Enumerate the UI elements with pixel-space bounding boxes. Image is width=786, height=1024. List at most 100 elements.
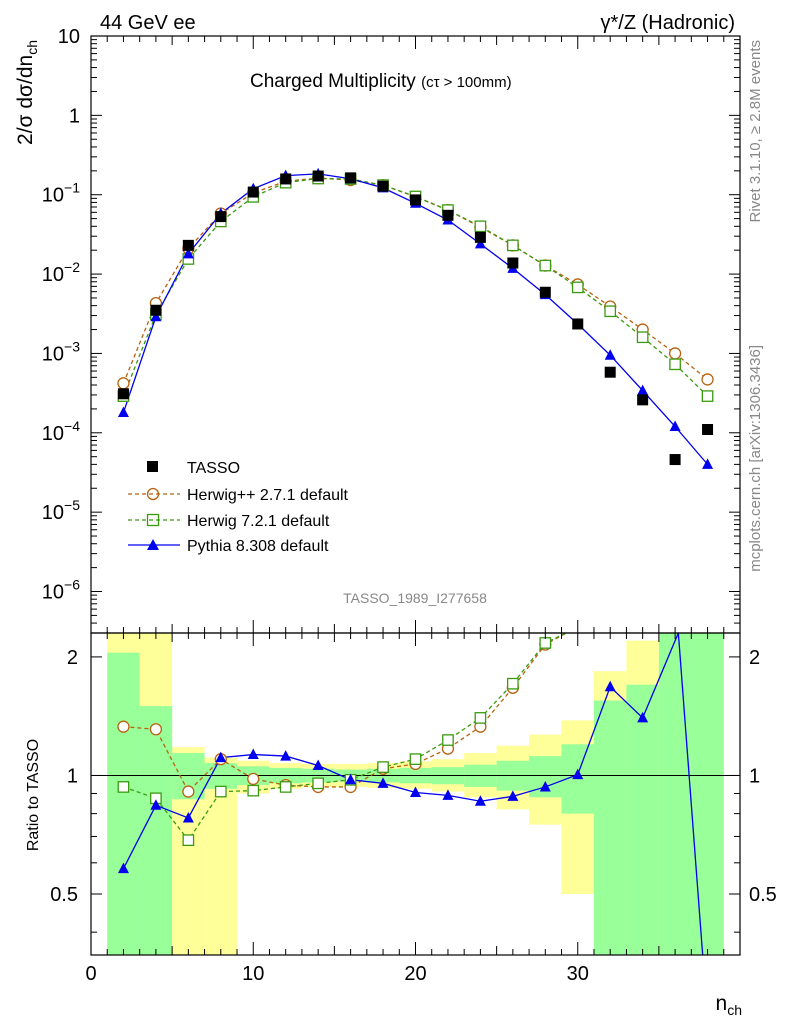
legend-label-tasso: TASSO [187, 460, 240, 477]
ratio-panel [117, 633, 704, 955]
series-3-point [117, 406, 129, 418]
tasso-data-point [474, 231, 486, 243]
tasso-data-point [507, 257, 519, 269]
ratio-y-tick-label: 0.5 [50, 884, 78, 906]
legend-label-herwigpp: Herwig++ 2.7.1 default [187, 487, 349, 504]
series-3-point [182, 247, 194, 259]
series-line-3 [122, 173, 709, 465]
tasso-data-point [280, 173, 292, 185]
tasso-data-point [117, 388, 129, 400]
ratio-series-2-point [377, 777, 389, 788]
ratio-stat-band [107, 652, 140, 955]
tasso-data-point [150, 304, 162, 316]
ratio-series-2-point [572, 768, 584, 780]
tasso-data-point [702, 424, 714, 436]
series-1-point [117, 377, 130, 390]
series-2-point [604, 305, 617, 318]
x-axis-title: nch [716, 992, 742, 1018]
chart-title: Charged Multiplicity (cτ > 100mm) [250, 71, 512, 92]
ratio-series-2-point [280, 750, 292, 761]
ratio-series-2-point [474, 795, 486, 806]
ratio-series-1-point [247, 784, 260, 797]
ratio-series-1-point [117, 781, 130, 793]
legend-marker-pythia [147, 539, 159, 550]
mcplots-label: mcplots.cern.ch [arXiv:1306.3436] [747, 345, 764, 572]
tasso-data-point [572, 318, 584, 330]
ratio-series-1-point [409, 753, 422, 766]
tasso-data-point [182, 239, 194, 251]
ratio-stat-band [658, 633, 692, 955]
header-right-label: γ*/Z (Hadronic) [601, 12, 735, 34]
ratio-y-tick-label: 1 [67, 765, 78, 787]
tasso-data-point [637, 394, 649, 406]
legend-label-pythia: Pythia 8.308 default [187, 538, 329, 555]
series-2-point [506, 239, 519, 252]
series-3-point [150, 310, 162, 322]
series-1-point [701, 373, 714, 386]
ratio-series-2-point [442, 789, 454, 800]
ratio-series-1-point [214, 785, 227, 798]
y-tick-label: 10−4 [42, 418, 80, 445]
y-tick-label: 10−6 [42, 577, 80, 604]
ratio-series-0-point [247, 772, 260, 786]
legend-marker-herwigpp [146, 487, 160, 501]
series-2-point [701, 390, 714, 402]
ratio-stat-band [139, 706, 173, 955]
series-2-point [539, 259, 552, 272]
tasso-data-point [604, 366, 616, 378]
ratio-series-2-point [215, 751, 227, 763]
chart-title-sub: (cτ > 100mm) [421, 74, 512, 91]
series-line-1 [122, 177, 708, 384]
header-left-label: 44 GeV ee [100, 12, 196, 34]
x-tick-label: 0 [85, 963, 96, 985]
ratio-stat-band [593, 700, 627, 955]
ratio-series-2-point [604, 680, 616, 692]
tasso-data-point [669, 454, 681, 466]
tasso-data-point [247, 186, 259, 198]
series-2-point [669, 358, 681, 371]
ratio-series-2-point [410, 786, 421, 798]
tasso-data-point [410, 194, 421, 206]
y-tick-label: 10−1 [42, 180, 80, 207]
y-tick-label: 10−2 [42, 259, 80, 286]
ratio-series-0-point [149, 723, 163, 736]
ratio-band-layer [91, 633, 740, 955]
x-tick-label: 20 [404, 963, 426, 985]
series-1-point [668, 347, 682, 360]
ratio-series-line-0 [123, 633, 567, 793]
series-2-point [474, 220, 487, 233]
ratio-series-2-point [312, 759, 324, 770]
ratio-y-tick-label-right: 0.5 [749, 884, 777, 906]
ratio-series-2-point [507, 790, 519, 801]
legend-label-herwig7: Herwig 7.2.1 default [187, 513, 330, 530]
ratio-series-2-point [247, 748, 259, 760]
series-3-point [669, 420, 681, 432]
ratio-lines [117, 633, 704, 955]
series-3-point [702, 458, 714, 469]
series-3-point [604, 349, 616, 360]
ratio-series-1-point [539, 637, 552, 649]
x-axis-title-sub: ch [727, 1002, 742, 1018]
x-tick-label: 10 [242, 963, 264, 985]
ratio-series-1-point [442, 734, 454, 746]
ratio-series-1-point [474, 712, 487, 724]
series-3-point [637, 384, 649, 396]
ratio-series-0-point [182, 785, 195, 798]
x-tick-label: 30 [567, 963, 589, 985]
ratio-series-2-point [150, 799, 162, 810]
y-axis-title-sub: ch [24, 40, 40, 55]
ratio-series-1-point [182, 834, 195, 847]
ratio-series-2-point [637, 711, 649, 723]
ratio-series-1-point [506, 677, 519, 690]
ratio-series-0-point [117, 720, 130, 733]
ratio-y-axis-title: Ratio to TASSO [25, 739, 42, 851]
ratio-stat-band [626, 684, 659, 955]
legend-marker-herwig7 [146, 513, 160, 527]
ratio-series-2-point [345, 773, 357, 785]
ratio-series-1-point [377, 761, 389, 773]
legend-marker-tasso [147, 461, 158, 472]
ratio-series-2-point [182, 811, 194, 823]
y-tick-label: 10 [58, 26, 80, 48]
ratio-series-2-point [539, 780, 551, 792]
